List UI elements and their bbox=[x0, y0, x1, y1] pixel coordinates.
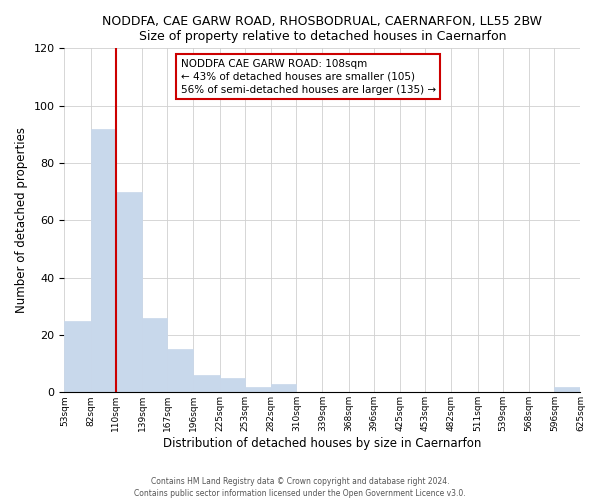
Bar bbox=[64, 320, 91, 392]
Bar bbox=[245, 386, 271, 392]
Bar bbox=[554, 386, 580, 392]
Bar bbox=[193, 375, 220, 392]
Bar bbox=[142, 318, 167, 392]
Title: NODDFA, CAE GARW ROAD, RHOSBODRUAL, CAERNARFON, LL55 2BW
Size of property relati: NODDFA, CAE GARW ROAD, RHOSBODRUAL, CAER… bbox=[103, 15, 542, 43]
Text: NODDFA CAE GARW ROAD: 108sqm
← 43% of detached houses are smaller (105)
56% of s: NODDFA CAE GARW ROAD: 108sqm ← 43% of de… bbox=[181, 58, 436, 95]
X-axis label: Distribution of detached houses by size in Caernarfon: Distribution of detached houses by size … bbox=[163, 437, 482, 450]
Bar bbox=[271, 384, 296, 392]
Bar bbox=[116, 192, 142, 392]
Text: Contains HM Land Registry data © Crown copyright and database right 2024.
Contai: Contains HM Land Registry data © Crown c… bbox=[134, 476, 466, 498]
Bar bbox=[167, 350, 193, 393]
Bar bbox=[91, 128, 116, 392]
Y-axis label: Number of detached properties: Number of detached properties bbox=[15, 128, 28, 314]
Bar bbox=[220, 378, 245, 392]
